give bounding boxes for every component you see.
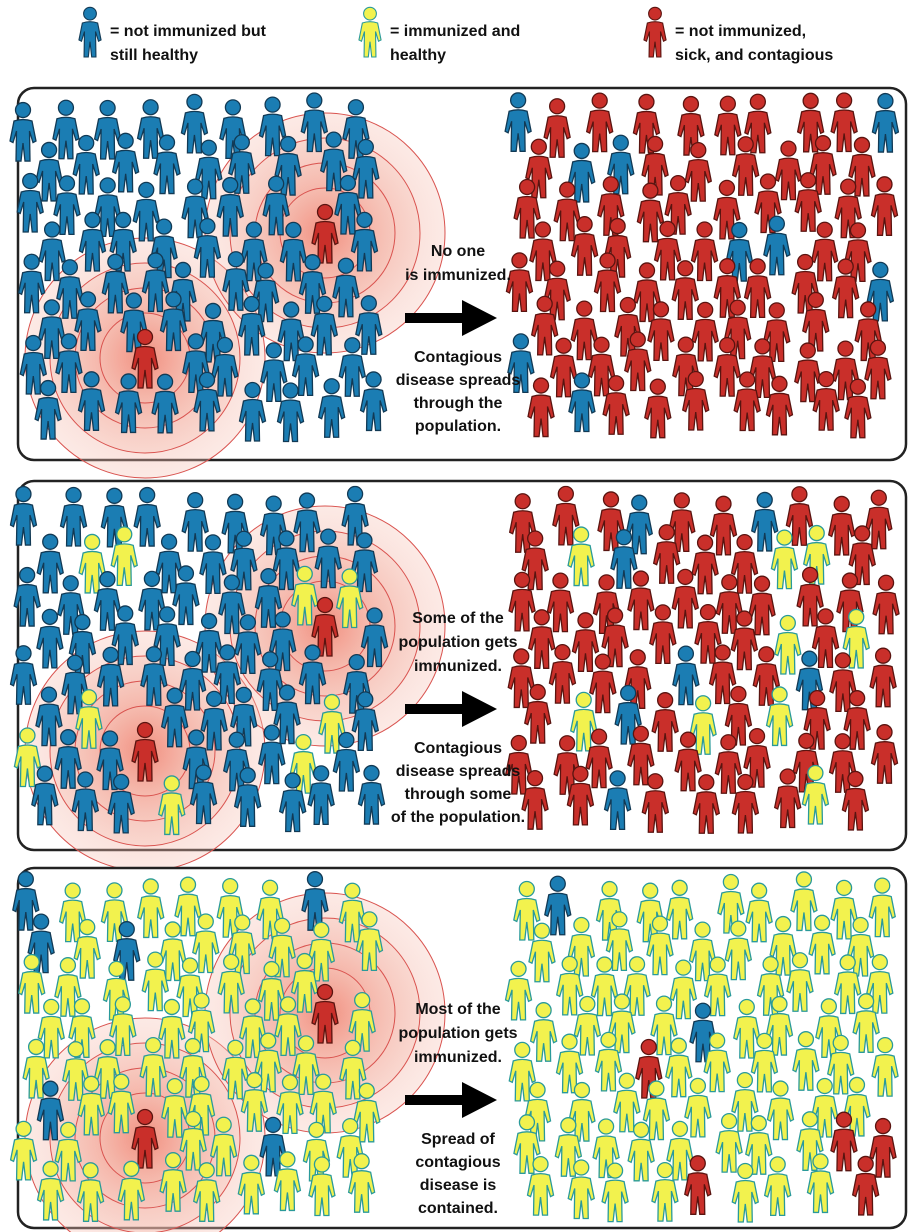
arrow (405, 1082, 497, 1118)
caption-text: is immunized. (405, 267, 511, 284)
caption-text: Contagious (414, 349, 502, 366)
legend-text: = not immunized, (675, 23, 806, 40)
arrow (405, 691, 497, 727)
caption-text: through the (414, 395, 503, 412)
diagram-content: = not immunized but still healthy = immuni… (10, 6, 908, 1232)
caption-text: Spread of (421, 1131, 495, 1148)
panel-figures (11, 872, 898, 1232)
caption-text: population gets (398, 634, 517, 651)
caption-text: contagious (415, 1154, 500, 1171)
caption-text: through some (405, 786, 512, 803)
caption-text: Some of the (412, 610, 504, 627)
caption-text: of the population. (391, 809, 525, 826)
person-icon (643, 6, 667, 58)
legend-text: still healthy (110, 47, 198, 64)
caption-text: Most of the (415, 1001, 500, 1018)
caption-text: disease spreads (396, 763, 521, 780)
legend-text: sick, and contagious (675, 47, 833, 64)
caption-text: No one (431, 243, 485, 260)
caption-text: Contagious (414, 740, 502, 757)
legend-text: = not immunized but (110, 23, 267, 40)
caption-text: population. (415, 418, 501, 435)
legend-text: = immunized and (390, 23, 520, 40)
caption-text: immunized. (414, 1049, 502, 1066)
panel-figures (10, 93, 898, 478)
caption-text: population gets (398, 1025, 517, 1042)
caption-text: immunized. (414, 658, 502, 675)
caption-text: contained. (418, 1200, 498, 1217)
caption-text: disease is (420, 1177, 497, 1194)
caption-text: disease spreads (396, 372, 521, 389)
legend-text: healthy (390, 47, 446, 64)
arrow (405, 300, 497, 336)
panel-figures (10, 486, 899, 871)
person-icon (358, 6, 382, 58)
person-icon (78, 6, 102, 58)
